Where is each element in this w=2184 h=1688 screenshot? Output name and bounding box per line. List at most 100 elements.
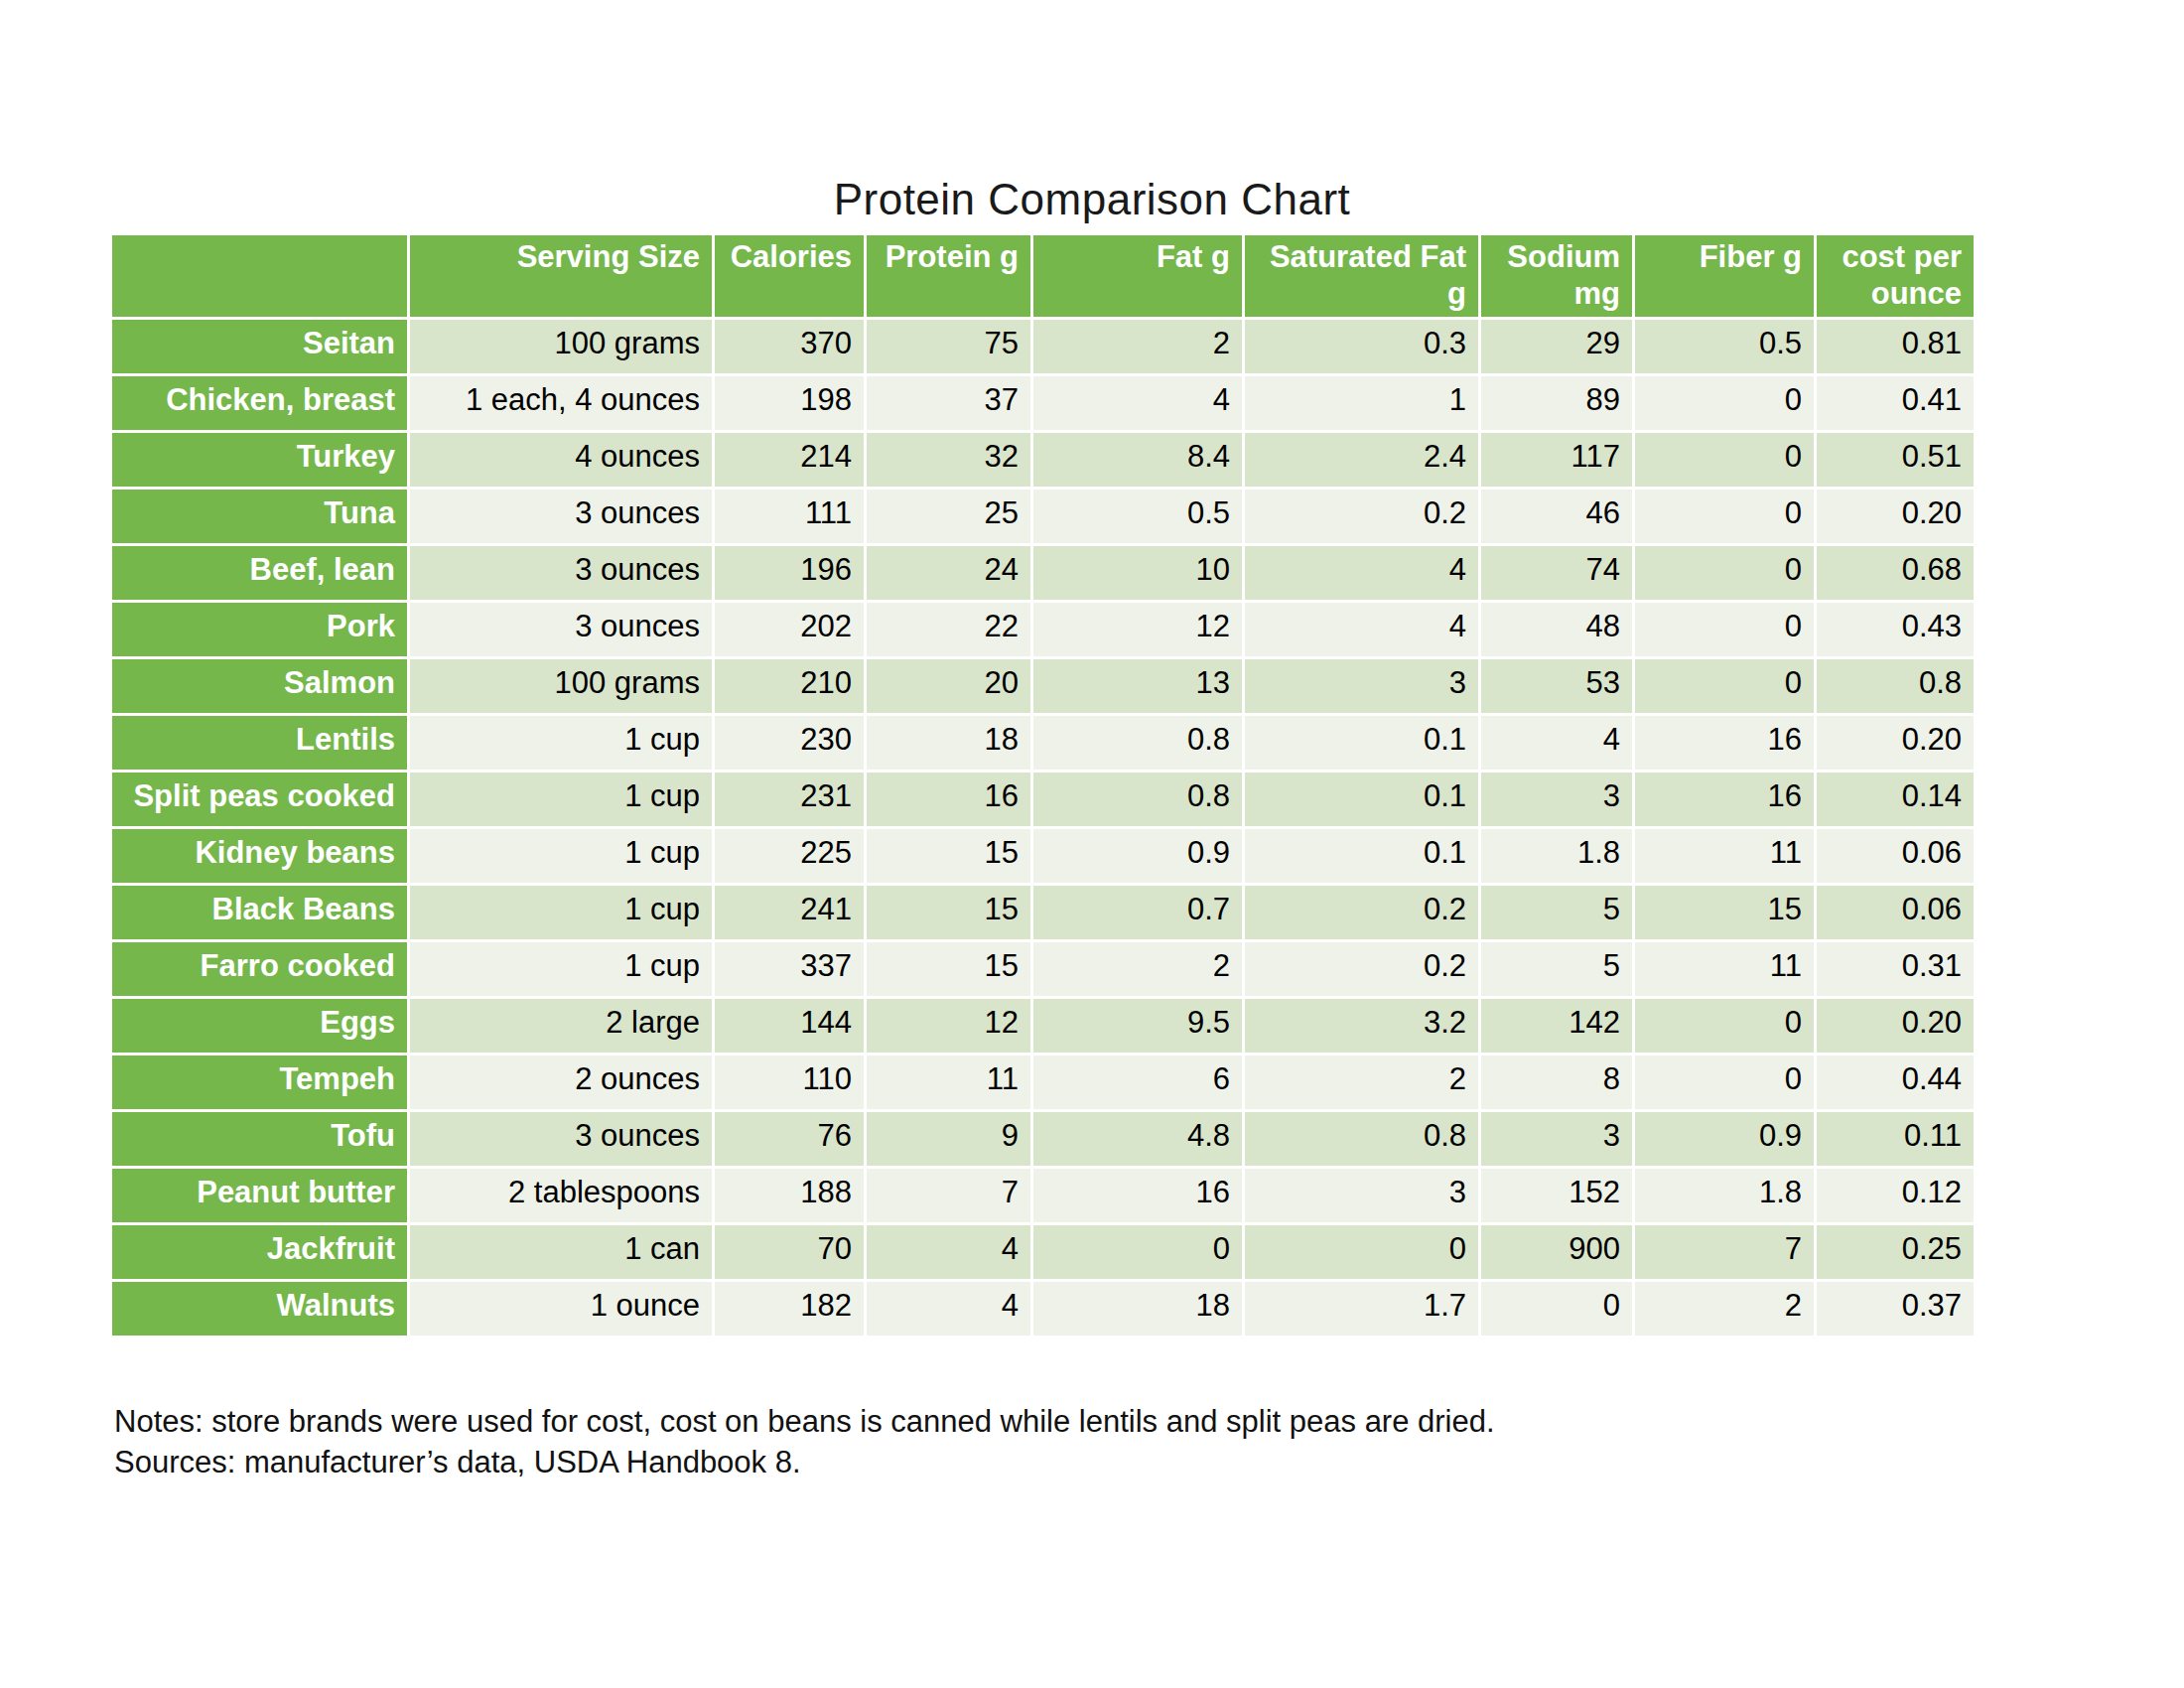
table-cell: 0 bbox=[1635, 490, 1814, 543]
table-cell: 1.7 bbox=[1245, 1282, 1478, 1336]
table-cell: 182 bbox=[715, 1282, 864, 1336]
table-cell: 0.41 bbox=[1817, 376, 1974, 430]
table-cell: 48 bbox=[1481, 603, 1632, 656]
table-cell: 32 bbox=[867, 433, 1030, 487]
row-label: Tempeh bbox=[112, 1055, 407, 1109]
table-cell: 7 bbox=[1635, 1225, 1814, 1279]
table-cell: 11 bbox=[1635, 829, 1814, 883]
row-label: Tuna bbox=[112, 490, 407, 543]
table-cell: 2 large bbox=[410, 999, 712, 1053]
table-cell: 241 bbox=[715, 886, 864, 939]
table-cell: 6 bbox=[1033, 1055, 1242, 1109]
table-row: Eggs2 large144129.53.214200.20 bbox=[112, 999, 1974, 1053]
table-cell: 196 bbox=[715, 546, 864, 600]
table-cell: 214 bbox=[715, 433, 864, 487]
table-cell: 15 bbox=[1635, 886, 1814, 939]
table-cell: 15 bbox=[867, 829, 1030, 883]
table-cell: 0 bbox=[1245, 1225, 1478, 1279]
table-cell: 16 bbox=[867, 773, 1030, 826]
table-cell: 370 bbox=[715, 320, 864, 373]
table-cell: 4 bbox=[1245, 546, 1478, 600]
table-cell: 11 bbox=[867, 1055, 1030, 1109]
column-header: Fiber g bbox=[1635, 235, 1814, 317]
row-label: Black Beans bbox=[112, 886, 407, 939]
table-cell: 1 can bbox=[410, 1225, 712, 1279]
row-label: Pork bbox=[112, 603, 407, 656]
table-cell: 0.06 bbox=[1817, 829, 1974, 883]
table-cell: 8.4 bbox=[1033, 433, 1242, 487]
table-cell: 2 bbox=[1635, 1282, 1814, 1336]
table-cell: 0.2 bbox=[1245, 942, 1478, 996]
table-cell: 0.14 bbox=[1817, 773, 1974, 826]
table-cell: 0.20 bbox=[1817, 716, 1974, 770]
table-cell: 3 bbox=[1245, 659, 1478, 713]
page: Protein Comparison Chart Serving SizeCal… bbox=[0, 0, 2184, 1688]
table-cell: 0 bbox=[1635, 1055, 1814, 1109]
table-cell: 9.5 bbox=[1033, 999, 1242, 1053]
table-cell: 0.44 bbox=[1817, 1055, 1974, 1109]
table-cell: 0.9 bbox=[1033, 829, 1242, 883]
row-label: Split peas cooked bbox=[112, 773, 407, 826]
table-row: Black Beans1 cup241150.70.25150.06 bbox=[112, 886, 1974, 939]
table-cell: 0 bbox=[1635, 659, 1814, 713]
table-cell: 2 tablespoons bbox=[410, 1169, 712, 1222]
table-cell: 15 bbox=[867, 886, 1030, 939]
table-cell: 0.43 bbox=[1817, 603, 1974, 656]
table-cell: 210 bbox=[715, 659, 864, 713]
table-cell: 1 cup bbox=[410, 773, 712, 826]
table-cell: 3 ounces bbox=[410, 546, 712, 600]
table-cell: 0.06 bbox=[1817, 886, 1974, 939]
table-row: Chicken, breast1 each, 4 ounces198374189… bbox=[112, 376, 1974, 430]
table-cell: 4 bbox=[1481, 716, 1632, 770]
table-cell: 2 bbox=[1033, 320, 1242, 373]
row-label: Walnuts bbox=[112, 1282, 407, 1336]
table-cell: 12 bbox=[1033, 603, 1242, 656]
table-cell: 225 bbox=[715, 829, 864, 883]
table-row: Turkey4 ounces214328.42.411700.51 bbox=[112, 433, 1974, 487]
row-label: Chicken, breast bbox=[112, 376, 407, 430]
table-row: Lentils1 cup230180.80.14160.20 bbox=[112, 716, 1974, 770]
corner-header-cell bbox=[112, 235, 407, 317]
table-cell: 0.81 bbox=[1817, 320, 1974, 373]
table-cell: 0.7 bbox=[1033, 886, 1242, 939]
column-header: Calories bbox=[715, 235, 864, 317]
table-cell: 117 bbox=[1481, 433, 1632, 487]
column-header: Saturated Fat g bbox=[1245, 235, 1478, 317]
table-cell: 75 bbox=[867, 320, 1030, 373]
table-cell: 4.8 bbox=[1033, 1112, 1242, 1166]
table-cell: 0.68 bbox=[1817, 546, 1974, 600]
table-row: Tempeh2 ounces1101162800.44 bbox=[112, 1055, 1974, 1109]
table-cell: 1 cup bbox=[410, 829, 712, 883]
table-cell: 4 bbox=[1033, 376, 1242, 430]
row-label: Eggs bbox=[112, 999, 407, 1053]
row-label: Farro cooked bbox=[112, 942, 407, 996]
table-cell: 3 ounces bbox=[410, 490, 712, 543]
table-cell: 8 bbox=[1481, 1055, 1632, 1109]
table-cell: 18 bbox=[867, 716, 1030, 770]
row-label: Jackfruit bbox=[112, 1225, 407, 1279]
row-label: Lentils bbox=[112, 716, 407, 770]
table-cell: 2 bbox=[1033, 942, 1242, 996]
table-cell: 3 ounces bbox=[410, 1112, 712, 1166]
table-row: Split peas cooked1 cup231160.80.13160.14 bbox=[112, 773, 1974, 826]
protein-comparison-table: Serving SizeCaloriesProtein gFat gSatura… bbox=[109, 232, 1977, 1338]
table-cell: 25 bbox=[867, 490, 1030, 543]
table-cell: 46 bbox=[1481, 490, 1632, 543]
table-cell: 1.8 bbox=[1481, 829, 1632, 883]
table-cell: 1 bbox=[1245, 376, 1478, 430]
column-header: Protein g bbox=[867, 235, 1030, 317]
row-label: Turkey bbox=[112, 433, 407, 487]
table-cell: 0.20 bbox=[1817, 490, 1974, 543]
row-label: Salmon bbox=[112, 659, 407, 713]
table-row: Walnuts1 ounce1824181.7020.37 bbox=[112, 1282, 1974, 1336]
table-cell: 900 bbox=[1481, 1225, 1632, 1279]
table-cell: 2 bbox=[1245, 1055, 1478, 1109]
table-cell: 0.2 bbox=[1245, 886, 1478, 939]
table-cell: 11 bbox=[1635, 942, 1814, 996]
table-row: Kidney beans1 cup225150.90.11.8110.06 bbox=[112, 829, 1974, 883]
table-cell: 5 bbox=[1481, 886, 1632, 939]
table-cell: 188 bbox=[715, 1169, 864, 1222]
table-cell: 142 bbox=[1481, 999, 1632, 1053]
table-cell: 0 bbox=[1635, 376, 1814, 430]
table-cell: 24 bbox=[867, 546, 1030, 600]
